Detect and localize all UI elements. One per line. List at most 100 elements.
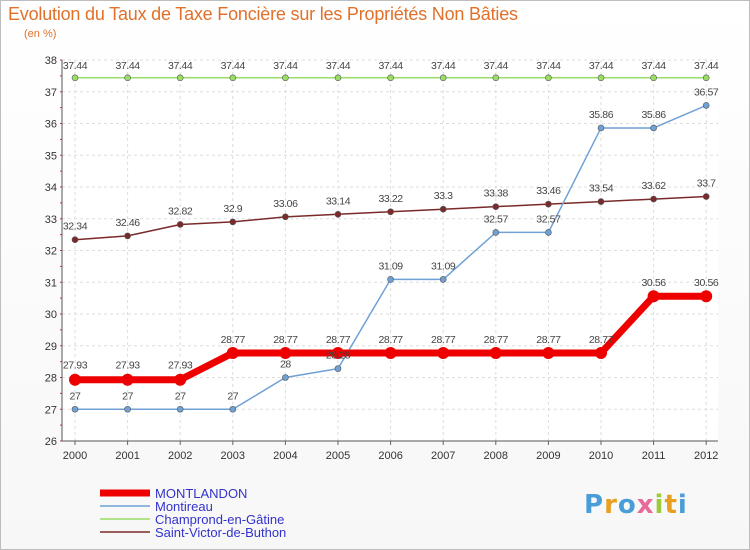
data-point	[545, 200, 552, 208]
data-point	[439, 276, 447, 283]
chart-title: Evolution du Taux de Taxe Foncière sur l…	[8, 4, 518, 24]
y-tick-label: 38	[45, 55, 57, 67]
y-tick-label: 28	[45, 373, 57, 385]
data-label: 31.09	[378, 260, 403, 272]
data-point	[545, 229, 552, 236]
logo-letter: i	[654, 490, 665, 520]
x-tick-label: 2008	[484, 450, 508, 462]
data-point	[279, 347, 292, 360]
data-point	[229, 218, 237, 226]
data-label: 28	[280, 359, 291, 371]
data-point	[71, 405, 79, 413]
data-point	[647, 290, 660, 303]
data-point	[176, 405, 184, 413]
data-label: 37.44	[221, 60, 246, 72]
data-label: 32.34	[63, 221, 88, 233]
data-label: 33.14	[326, 195, 351, 207]
y-tick-label: 26	[45, 436, 57, 448]
data-label: 37.44	[589, 60, 614, 72]
data-label: 27	[227, 390, 238, 402]
y-tick-label: 35	[45, 150, 57, 162]
legend-label: Champrond-en-Gâtine	[155, 512, 284, 527]
data-point	[387, 74, 394, 82]
legend-label: MONTLANDON	[155, 486, 247, 501]
y-tick-label: 31	[45, 277, 57, 289]
data-label: 27	[70, 390, 81, 402]
data-label: 37.44	[431, 60, 456, 72]
data-label: 30.56	[641, 277, 666, 289]
y-tick-label: 32	[45, 246, 57, 258]
data-label: 33.06	[273, 198, 298, 210]
proxiti-logo: Proxiti	[584, 490, 688, 520]
data-label: 28.77	[378, 334, 403, 346]
data-point	[124, 232, 131, 240]
data-label: 27.93	[168, 360, 193, 372]
data-label: 28.77	[589, 334, 614, 346]
data-label: 33.3	[434, 190, 453, 202]
data-point	[702, 102, 710, 109]
data-label: 37.44	[63, 60, 88, 72]
y-tick-label: 33	[45, 214, 57, 226]
data-label: 37.44	[326, 60, 351, 72]
data-point	[439, 74, 447, 82]
data-label: 33.7	[697, 178, 716, 190]
legend-label: Montireau	[155, 499, 213, 514]
data-point	[334, 74, 342, 82]
y-tick-label: 30	[45, 309, 57, 321]
x-tick-label: 2003	[221, 450, 245, 462]
x-tick-label: 2004	[273, 450, 297, 462]
data-label: 27.93	[115, 360, 140, 372]
data-point	[650, 74, 657, 82]
data-label: 37.44	[273, 60, 298, 72]
data-point	[492, 203, 500, 210]
data-point	[387, 208, 394, 216]
logo-letter: x	[636, 490, 655, 520]
data-point	[437, 347, 450, 360]
data-label: 30.56	[694, 277, 719, 289]
data-point	[71, 236, 79, 244]
data-point	[650, 124, 657, 132]
data-label: 37.44	[115, 60, 140, 72]
logo-letter: r	[604, 490, 618, 520]
data-point	[334, 365, 342, 372]
x-tick-label: 2010	[589, 450, 613, 462]
data-point	[545, 74, 552, 82]
y-tick-label: 36	[45, 119, 57, 131]
data-point	[702, 74, 710, 82]
data-point	[282, 74, 289, 82]
data-point	[384, 347, 397, 360]
data-point	[282, 374, 289, 381]
data-point	[282, 213, 289, 221]
data-point	[121, 373, 134, 386]
data-label: 28.77	[536, 334, 561, 346]
data-label: 33.62	[641, 180, 666, 192]
data-point	[69, 373, 81, 386]
data-label: 37.44	[168, 60, 193, 72]
data-point	[332, 347, 344, 360]
y-tick-label: 34	[45, 182, 57, 194]
x-tick-label: 2006	[378, 450, 402, 462]
data-point	[176, 74, 184, 82]
x-tick-label: 2012	[694, 450, 718, 462]
legend-label: Saint-Victor-de-Buthon	[155, 525, 286, 540]
data-label: 28.28	[326, 350, 351, 362]
data-label: 28.77	[484, 334, 509, 346]
data-point	[226, 347, 239, 360]
data-point	[387, 276, 394, 283]
unit-label: (en %)	[24, 28, 57, 40]
data-point	[702, 193, 710, 200]
data-label: 37.44	[536, 60, 561, 72]
data-point	[492, 229, 500, 236]
data-point	[489, 347, 502, 360]
data-point	[124, 74, 131, 82]
data-label: 32.46	[115, 217, 140, 229]
x-tick-label: 2001	[115, 450, 139, 462]
data-point	[597, 74, 605, 82]
data-label: 37.44	[694, 60, 719, 72]
data-point	[176, 221, 184, 228]
data-point	[597, 124, 605, 132]
data-label: 36.57	[694, 86, 719, 98]
data-label: 28.77	[431, 334, 456, 346]
data-label: 37.44	[641, 60, 666, 72]
